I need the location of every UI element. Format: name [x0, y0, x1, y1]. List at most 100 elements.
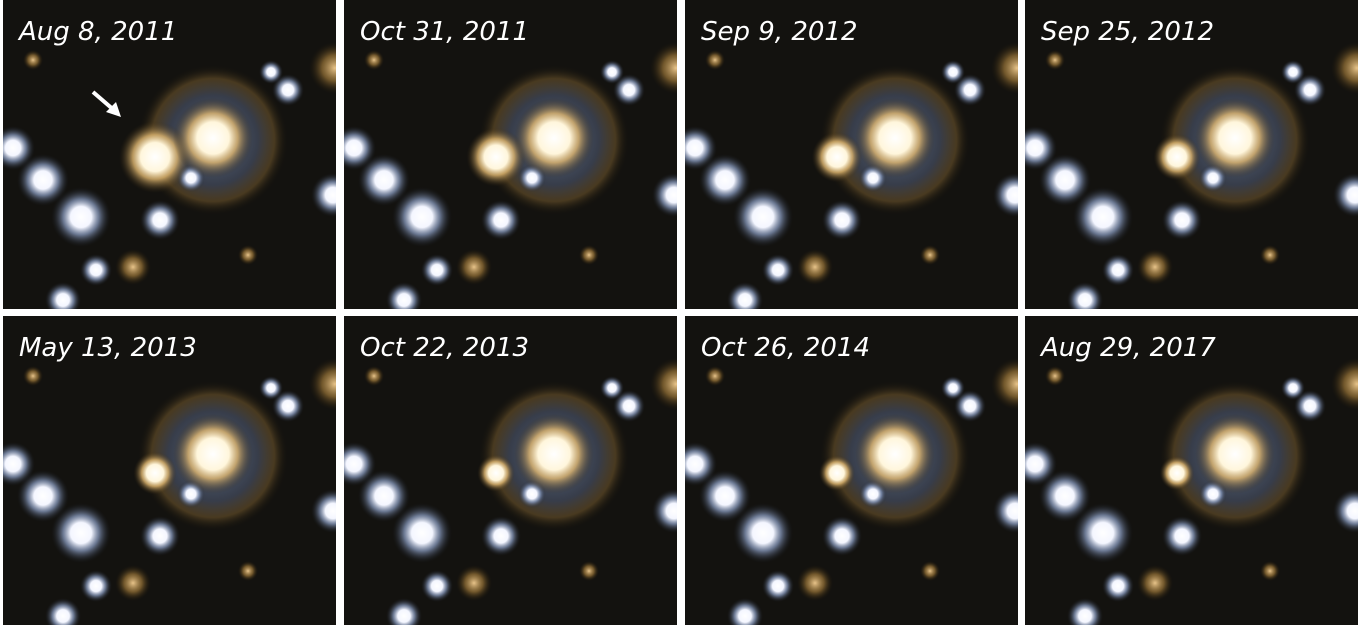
star — [421, 254, 453, 286]
image-panel: Sep 9, 2012 — [685, 0, 1018, 309]
star — [762, 570, 794, 602]
star — [1073, 503, 1133, 563]
star — [386, 598, 422, 625]
fading-star — [1159, 455, 1195, 491]
star — [23, 50, 43, 70]
star — [1067, 282, 1103, 309]
star — [17, 470, 69, 522]
bright-star — [1195, 414, 1275, 494]
image-panel: May 13, 2013 — [3, 316, 336, 625]
star — [392, 187, 452, 247]
star — [733, 187, 793, 247]
star — [1281, 60, 1305, 84]
star — [1260, 245, 1280, 265]
star — [1025, 126, 1057, 170]
star — [309, 42, 336, 94]
image-panel: Oct 26, 2014 — [685, 316, 1018, 625]
panel-date: Oct 31, 2011 — [360, 17, 529, 47]
star — [1333, 173, 1358, 217]
star — [309, 358, 336, 410]
star — [344, 126, 376, 170]
star — [140, 516, 180, 556]
fading-star — [477, 454, 515, 492]
star — [1281, 376, 1305, 400]
fading-star — [466, 127, 526, 187]
star — [51, 187, 111, 247]
star — [797, 565, 833, 601]
fading-star — [819, 455, 855, 491]
star — [1067, 598, 1103, 625]
star — [1137, 565, 1173, 601]
panel-date: Sep 25, 2012 — [1041, 17, 1214, 47]
star — [115, 565, 151, 601]
star — [45, 282, 81, 309]
star — [1294, 390, 1326, 422]
star — [920, 245, 940, 265]
bright-star — [855, 98, 935, 178]
star — [1073, 187, 1133, 247]
star — [1045, 366, 1065, 386]
image-panel: Sep 25, 2012 — [1025, 0, 1358, 309]
star — [1162, 200, 1202, 240]
star — [311, 173, 336, 217]
star — [364, 50, 384, 70]
star — [23, 366, 43, 386]
star — [344, 442, 376, 486]
star — [45, 598, 81, 625]
image-panel: Oct 22, 2013 — [344, 316, 677, 625]
fading-star — [1153, 133, 1201, 181]
star — [993, 489, 1018, 533]
star — [733, 503, 793, 563]
star — [392, 503, 452, 563]
star — [456, 249, 492, 285]
star — [51, 503, 111, 563]
panel-date: Aug 8, 2011 — [17, 17, 177, 47]
star — [311, 489, 336, 533]
bright-star — [173, 98, 253, 178]
star — [456, 565, 492, 601]
image-panel: Aug 29, 2017 — [1025, 316, 1358, 625]
star — [613, 390, 645, 422]
star — [652, 173, 677, 217]
star — [993, 173, 1018, 217]
star — [579, 561, 599, 581]
star — [797, 249, 833, 285]
star — [386, 282, 422, 309]
star — [762, 254, 794, 286]
star — [579, 245, 599, 265]
fading-star — [119, 121, 191, 193]
panel-date: Aug 29, 2017 — [1039, 333, 1216, 363]
star — [727, 282, 763, 309]
arrow-head — [106, 102, 121, 117]
image-panel: Aug 8, 2011 — [3, 0, 336, 309]
star — [238, 561, 258, 581]
star — [652, 489, 677, 533]
star — [80, 254, 112, 286]
star — [991, 358, 1018, 410]
star — [80, 570, 112, 602]
star — [727, 598, 763, 625]
star — [259, 376, 283, 400]
star — [685, 126, 717, 170]
star — [822, 516, 862, 556]
panel-date: Oct 26, 2014 — [701, 333, 870, 363]
star — [705, 366, 725, 386]
panel-date: May 13, 2013 — [19, 333, 197, 363]
star — [358, 154, 410, 206]
star — [991, 42, 1018, 94]
star — [650, 358, 677, 410]
star — [3, 126, 35, 170]
fading-star — [811, 131, 863, 183]
star — [1162, 516, 1202, 556]
star — [3, 442, 35, 486]
star — [600, 60, 624, 84]
star — [140, 200, 180, 240]
bright-star — [514, 414, 594, 494]
star — [1039, 154, 1091, 206]
star — [358, 470, 410, 522]
star — [1331, 358, 1358, 410]
star — [650, 42, 677, 94]
star — [705, 50, 725, 70]
star — [1137, 249, 1173, 285]
